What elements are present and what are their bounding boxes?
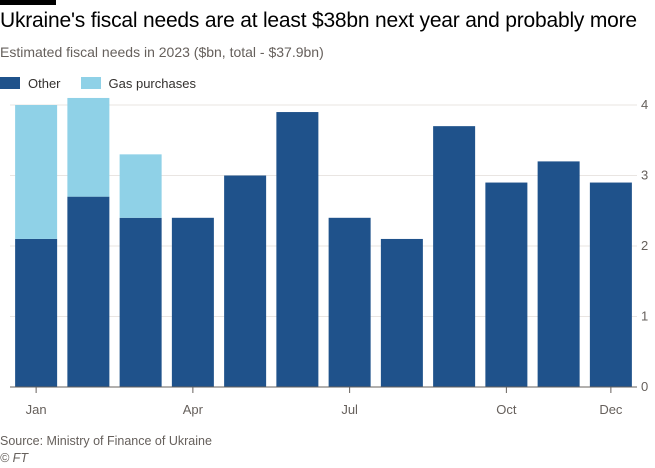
- x-tick-label: Jan: [26, 402, 47, 417]
- y-tick-label: 0: [641, 379, 648, 394]
- x-tick-label: Oct: [496, 402, 517, 417]
- chart-title: Ukraine's fiscal needs are at least $38b…: [0, 9, 637, 32]
- legend-swatch-other: [0, 77, 20, 89]
- x-tick-label: Dec: [599, 402, 623, 417]
- bar-other-apr: [171, 217, 214, 387]
- chart-legend: Other Gas purchases: [0, 74, 216, 92]
- y-tick-label: 1: [641, 309, 648, 324]
- bar-other-jul: [328, 217, 371, 387]
- bar-gas-mar: [119, 154, 162, 218]
- legend-item-other: Other: [0, 76, 61, 91]
- bar-other-sep: [433, 126, 476, 388]
- legend-swatch-gas: [80, 77, 101, 89]
- bar-other-oct: [485, 182, 528, 387]
- legend-item-gas: Gas purchases: [80, 75, 196, 91]
- x-tick-label: Jul: [341, 402, 358, 417]
- ft-credit: © FT: [0, 451, 28, 465]
- y-tick-label: 2: [641, 238, 648, 253]
- bar-other-jan: [15, 238, 58, 387]
- bar-other-feb: [67, 196, 110, 387]
- bar-other-dec: [589, 182, 632, 387]
- brand-bar: [0, 0, 56, 5]
- y-tick-label: 3: [641, 168, 648, 183]
- bar-other-mar: [119, 217, 162, 387]
- legend-label-other: Other: [28, 75, 61, 91]
- bar-other-aug: [380, 238, 423, 387]
- bar-other-nov: [537, 161, 580, 387]
- bar-other-jun: [276, 112, 319, 388]
- bar-other-may: [224, 175, 267, 387]
- legend-label-gas: Gas purchases: [108, 75, 196, 91]
- chart-subtitle: Estimated fiscal needs in 2023 ($bn, tot…: [0, 44, 324, 60]
- y-tick-label: 4: [641, 97, 648, 112]
- bar-gas-feb: [67, 97, 110, 197]
- x-tick-label: Apr: [183, 402, 204, 417]
- source-note: Source: Ministry of Finance of Ukraine: [0, 434, 212, 448]
- bar-gas-jan: [15, 105, 58, 239]
